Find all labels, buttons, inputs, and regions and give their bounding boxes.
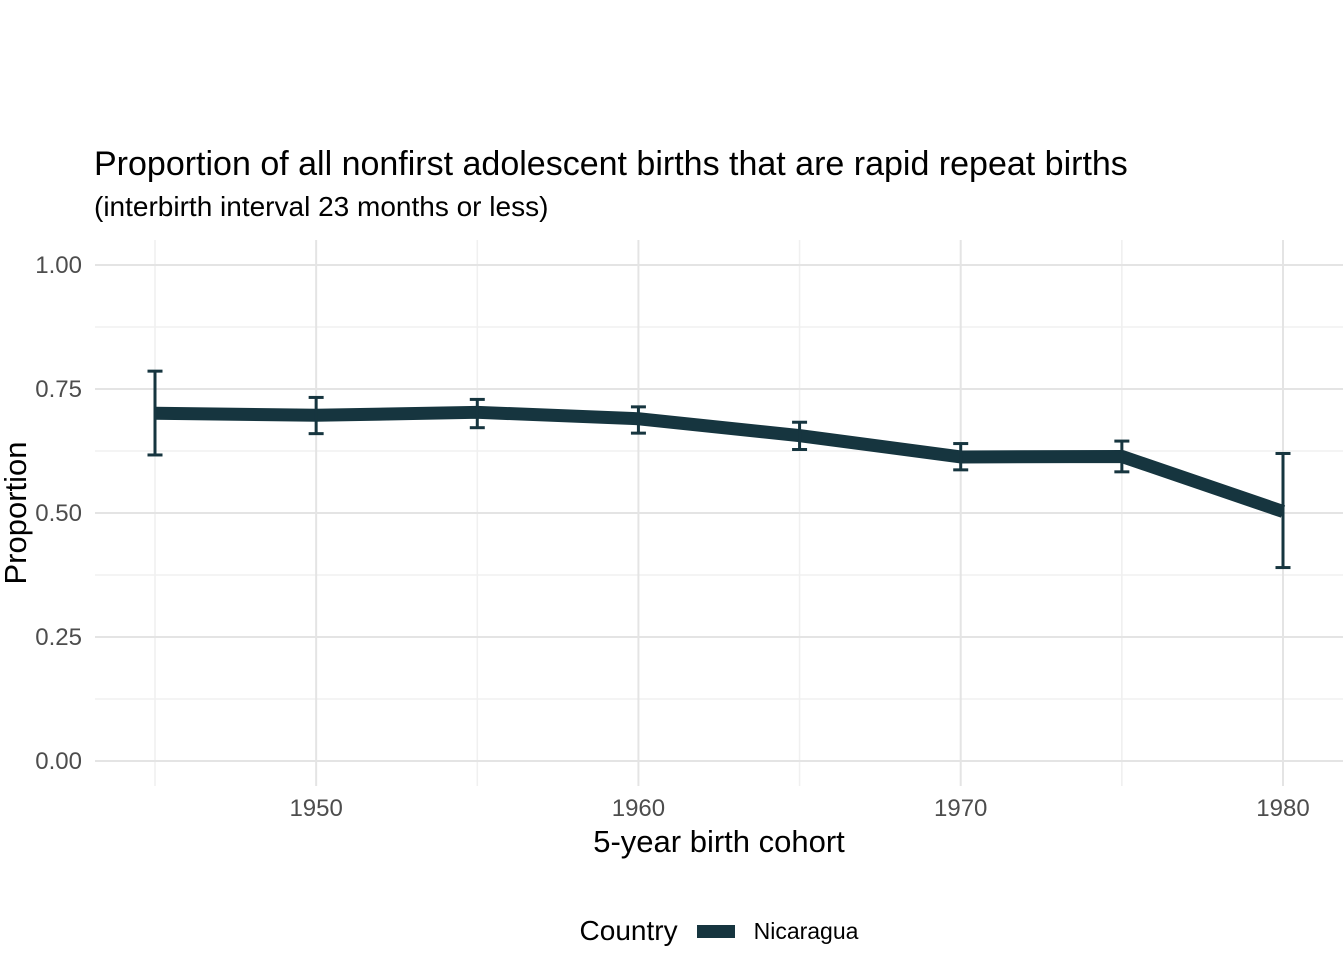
legend: Country Nicaragua	[95, 910, 1343, 952]
y-tick-label: 0.00	[35, 748, 82, 775]
data-line	[154, 405, 1286, 518]
y-tick-label: 1.00	[35, 252, 82, 279]
legend-title: Country	[579, 915, 678, 946]
y-tick-label: 0.25	[35, 624, 82, 651]
chart-title: Proportion of all nonfirst adolescent bi…	[94, 145, 1128, 183]
x-tick-label: 1980	[1256, 795, 1309, 822]
y-tick-label: 0.75	[35, 376, 82, 403]
x-tick-label: 1970	[934, 795, 987, 822]
legend-line-swatch	[696, 924, 735, 938]
x-tick-label: 1950	[289, 795, 342, 822]
legend-entry-label: Nicaragua	[753, 917, 859, 944]
chart-subtitle: (interbirth interval 23 months or less)	[94, 191, 549, 222]
legend-swatch-rect	[696, 924, 735, 938]
y-tick-label: 0.50	[35, 500, 82, 527]
x-tick-label: 1960	[612, 795, 665, 822]
x-axis-title: 5-year birth cohort	[593, 824, 845, 859]
